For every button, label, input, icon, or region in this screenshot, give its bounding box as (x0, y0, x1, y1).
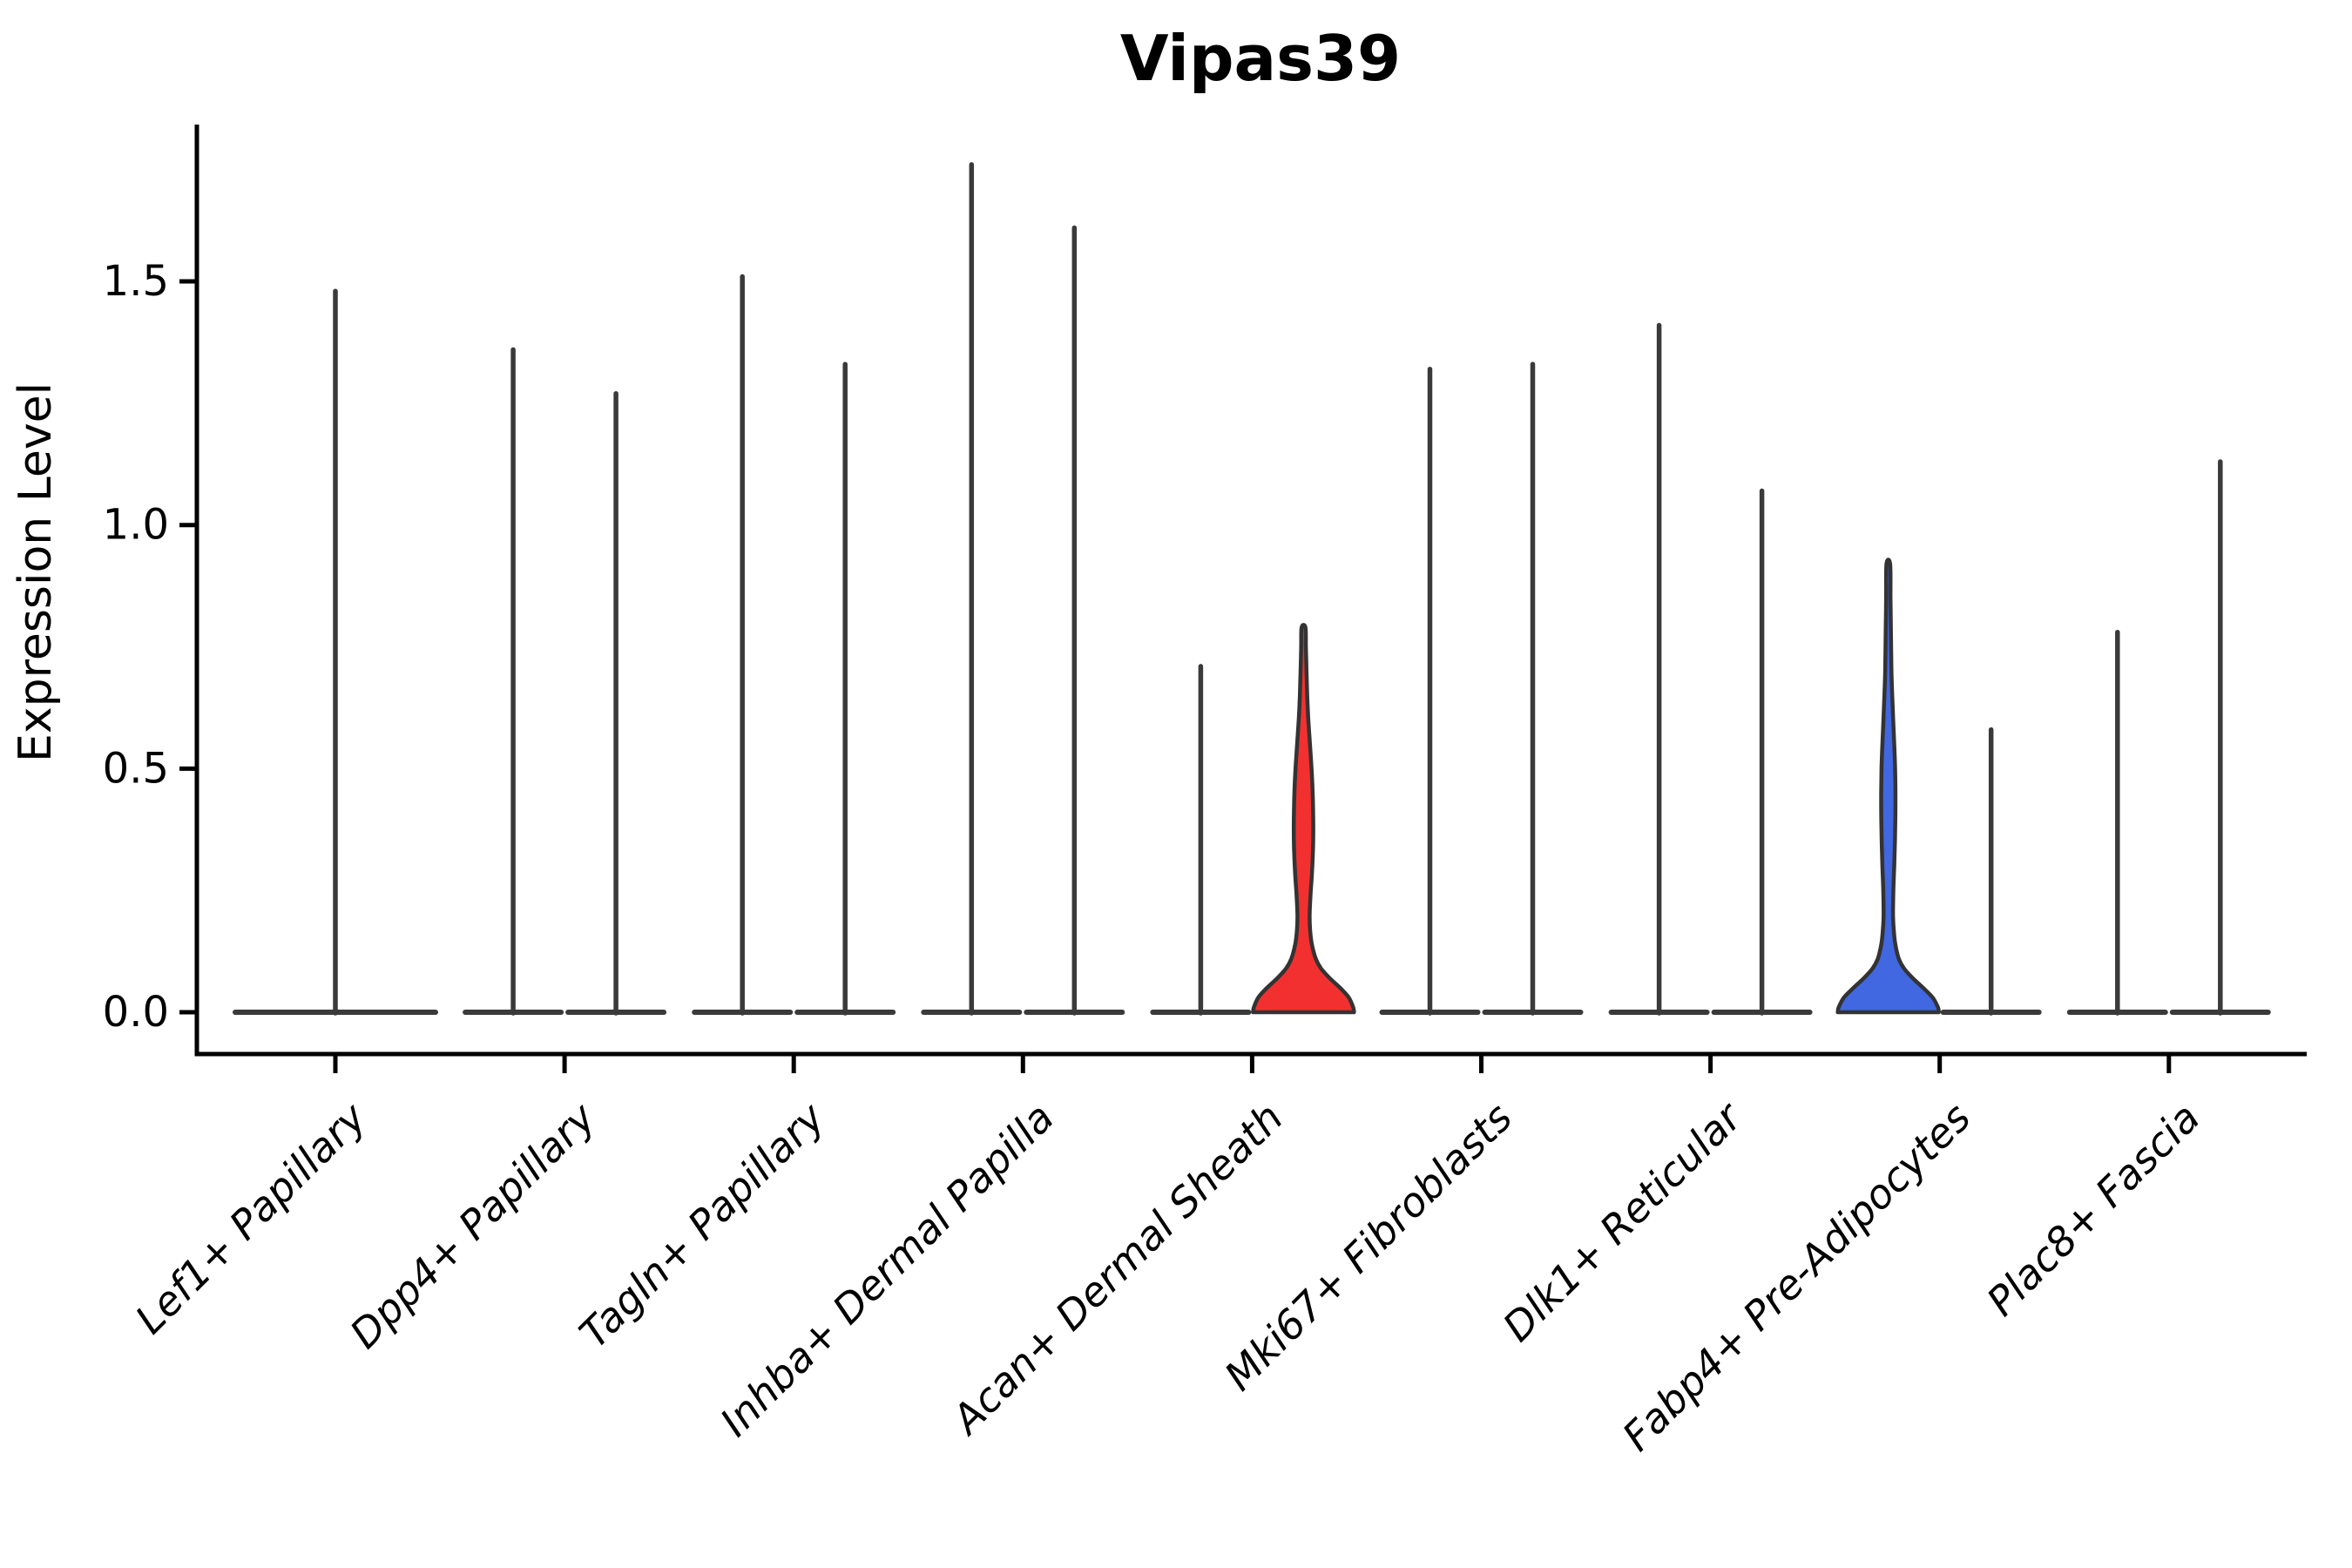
violin-shape (1251, 623, 1356, 1015)
violin-shape (1835, 558, 1941, 1015)
x-tick-label: Dlk1+ Reticular (1494, 1092, 1753, 1350)
x-tick-label: Lef1+ Papillary (126, 1093, 375, 1342)
x-tick-label: Plac8+ Fascia (1977, 1094, 2208, 1325)
y-tick-label: 1.0 (103, 501, 169, 550)
x-tick-label: Dpp4+ Papillary (341, 1093, 605, 1357)
violins-layer (233, 162, 2271, 1016)
y-axis-label: Expression Level (10, 382, 62, 762)
chart-title: Vipas39 (1120, 22, 1401, 95)
y-tick-label: 0.0 (103, 988, 169, 1037)
y-tick-label: 0.5 (103, 744, 169, 793)
y-tick-label: 1.5 (103, 257, 169, 306)
x-tick-label: Tagln+ Papillary (571, 1093, 835, 1357)
